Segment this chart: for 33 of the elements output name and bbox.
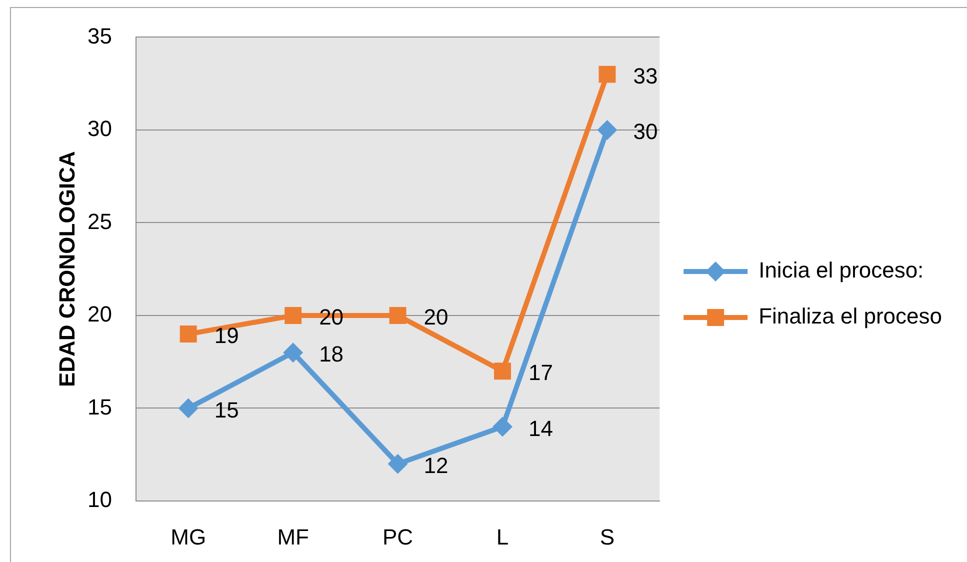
data-label: 14 — [528, 416, 553, 441]
point — [597, 120, 618, 140]
x-tick-label: MF — [277, 524, 309, 550]
point — [598, 66, 616, 83]
point — [494, 362, 511, 380]
legend-label: Inicia el proceso: — [758, 258, 924, 283]
y-axis-title: EDAD CRONOLOGICA — [54, 151, 80, 388]
legend-label: Finaliza el proceso — [758, 304, 942, 329]
point — [492, 416, 513, 437]
point — [388, 454, 408, 474]
data-label: 20 — [424, 304, 448, 330]
data-label: 33 — [633, 63, 658, 88]
point — [178, 398, 198, 418]
data-label: 15 — [214, 397, 239, 422]
data-label: 30 — [633, 119, 658, 144]
x-tick-label: L — [496, 524, 509, 550]
y-tick-label: 20 — [88, 302, 112, 327]
y-tick-label: 35 — [88, 23, 112, 48]
data-label: 19 — [214, 323, 239, 348]
data-label: 12 — [424, 452, 448, 478]
data-label: 18 — [319, 342, 344, 367]
point — [180, 326, 197, 343]
y-tick-label: 25 — [88, 208, 112, 234]
y-tick-label: 15 — [88, 394, 112, 420]
point — [389, 306, 406, 324]
y-tick-label: 10 — [88, 487, 112, 512]
point — [284, 306, 302, 324]
data-label: 17 — [528, 360, 553, 386]
x-tick-label: MG — [170, 524, 206, 550]
x-tick-label: PC — [382, 524, 414, 550]
y-tick-label: 30 — [88, 116, 112, 142]
point — [283, 342, 304, 363]
x-tick-label: S — [600, 524, 615, 550]
